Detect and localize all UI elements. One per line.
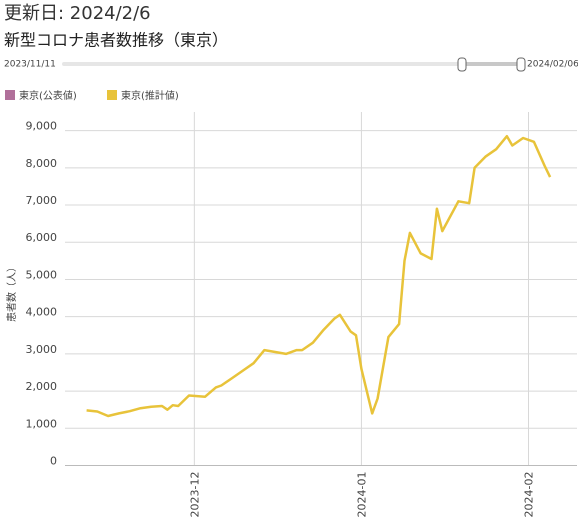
y-axis-label: 患者数（人） bbox=[5, 262, 18, 322]
data-line bbox=[86, 134, 552, 418]
slider-start: 2023/11/11 bbox=[4, 60, 56, 70]
slider-end: 2024/02/06 bbox=[527, 60, 578, 70]
y-tick-label: 3,000 bbox=[26, 343, 58, 356]
y-tick-label: 7,000 bbox=[26, 194, 58, 207]
y-tick-label: 4,000 bbox=[26, 306, 58, 319]
y-tick-label: 6,000 bbox=[26, 231, 58, 244]
slider-range bbox=[462, 62, 521, 66]
x-tick-label: 2023-12 bbox=[188, 472, 201, 518]
legend-swatch[interactable] bbox=[5, 90, 15, 100]
x-tick-label: 2024-02 bbox=[522, 472, 535, 518]
legend-swatch[interactable] bbox=[107, 90, 117, 100]
slider-handle[interactable] bbox=[457, 57, 467, 72]
legend-label: 東京(推計値) bbox=[121, 89, 179, 102]
x-tick-label: 2024-01 bbox=[355, 472, 368, 518]
legend-label: 東京(公表値) bbox=[19, 89, 77, 102]
y-tick-label: 0 bbox=[50, 455, 57, 468]
updated-date: 更新日: 2024/2/6 bbox=[4, 3, 151, 24]
slider-handle[interactable] bbox=[516, 57, 526, 72]
y-tick-label: 1,000 bbox=[26, 417, 58, 430]
chart-title: 新型コロナ患者数推移（東京） bbox=[4, 31, 228, 50]
y-tick-label: 5,000 bbox=[26, 268, 58, 281]
y-tick-label: 2,000 bbox=[26, 380, 58, 393]
y-tick-label: 9,000 bbox=[26, 120, 58, 133]
y-tick-label: 8,000 bbox=[26, 157, 58, 170]
slider-track[interactable] bbox=[62, 62, 524, 66]
